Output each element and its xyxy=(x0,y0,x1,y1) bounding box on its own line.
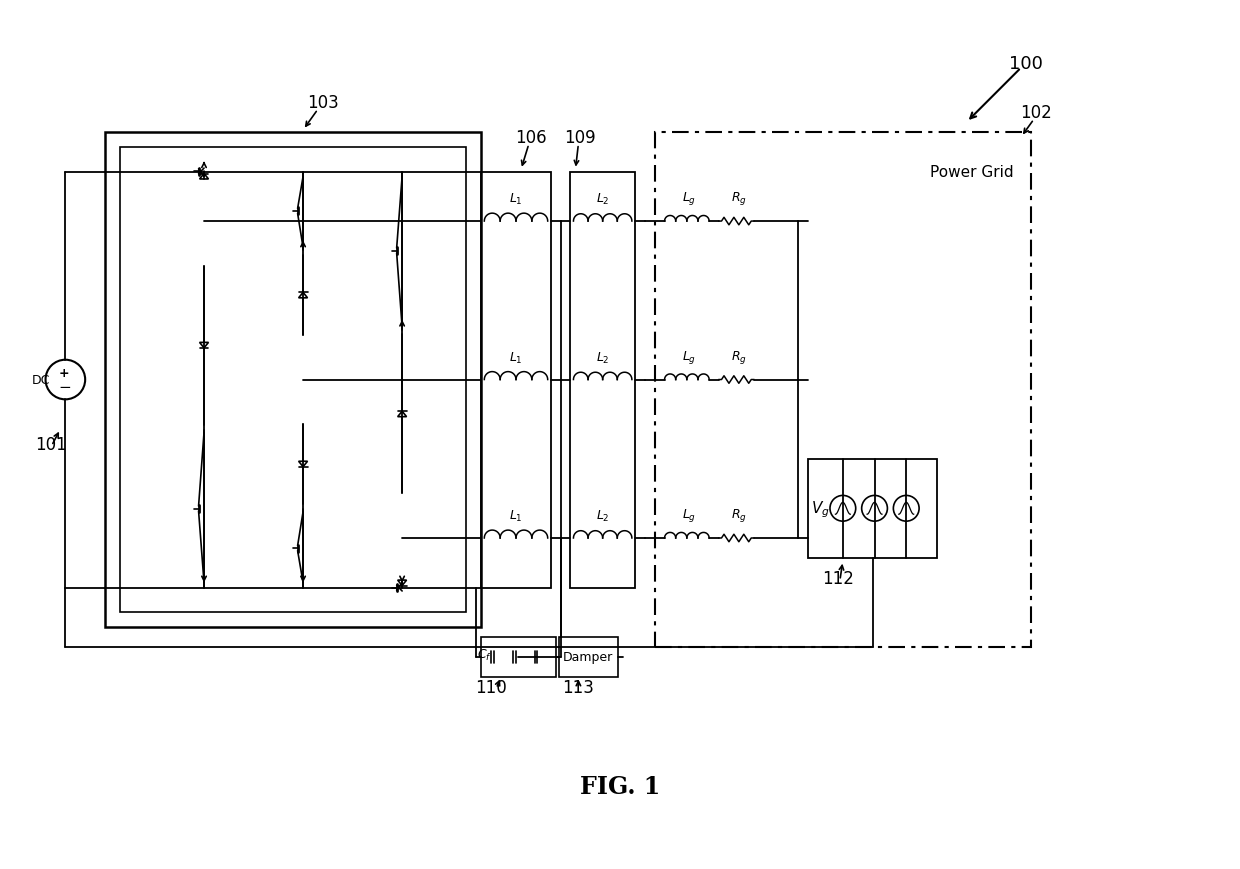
Text: $V_g$: $V_g$ xyxy=(811,499,830,519)
Bar xyxy=(655,133,1030,647)
Text: $L_2$: $L_2$ xyxy=(596,508,609,523)
Text: 112: 112 xyxy=(822,569,854,587)
Text: 113: 113 xyxy=(563,678,594,696)
Bar xyxy=(808,459,937,558)
Bar xyxy=(120,148,466,613)
Text: Damper: Damper xyxy=(563,651,614,664)
Circle shape xyxy=(862,496,888,521)
Text: $L_1$: $L_1$ xyxy=(510,192,523,207)
Circle shape xyxy=(893,496,919,521)
Text: $R_g$: $R_g$ xyxy=(730,507,746,523)
Text: 103: 103 xyxy=(308,94,339,112)
Bar xyxy=(105,133,481,627)
Text: $C_f$: $C_f$ xyxy=(477,647,492,663)
Text: $R_g$: $R_g$ xyxy=(730,348,746,365)
Text: 110: 110 xyxy=(475,678,507,696)
Text: 101: 101 xyxy=(35,435,67,454)
Bar xyxy=(558,637,618,677)
Text: 100: 100 xyxy=(1009,55,1043,72)
Text: $L_1$: $L_1$ xyxy=(510,508,523,523)
Text: $L_2$: $L_2$ xyxy=(596,192,609,207)
Text: DC: DC xyxy=(31,374,50,387)
Text: $R_g$: $R_g$ xyxy=(730,190,746,207)
Text: 106: 106 xyxy=(515,129,547,147)
Circle shape xyxy=(46,361,86,400)
Text: $L_g$: $L_g$ xyxy=(682,507,697,523)
Text: FIG. 1: FIG. 1 xyxy=(580,773,660,798)
Bar xyxy=(481,172,551,587)
Text: Power Grid: Power Grid xyxy=(930,165,1013,180)
Text: 102: 102 xyxy=(1021,104,1052,122)
Text: $L_g$: $L_g$ xyxy=(682,190,697,207)
Bar xyxy=(570,172,635,587)
Text: $L_g$: $L_g$ xyxy=(682,348,697,365)
Text: +: + xyxy=(60,367,69,380)
Text: $L_1$: $L_1$ xyxy=(510,350,523,365)
Text: 109: 109 xyxy=(564,129,596,147)
Text: $L_2$: $L_2$ xyxy=(596,350,609,365)
Circle shape xyxy=(830,496,856,521)
Bar xyxy=(481,637,556,677)
Text: −: − xyxy=(58,380,71,395)
